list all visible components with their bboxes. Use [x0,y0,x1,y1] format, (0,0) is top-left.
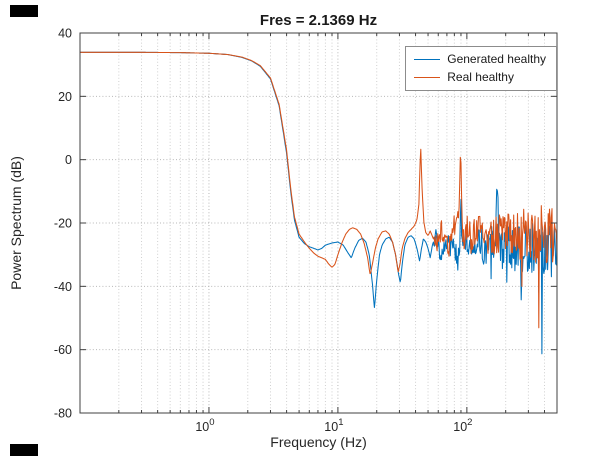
x-tick-label: 100 [195,417,214,434]
x-tick-label: 102 [453,417,472,434]
grid [80,33,557,413]
series-line-generated-healthy [80,51,557,355]
y-tick-label: 0 [65,153,72,167]
x-axis-label: Frequency (Hz) [270,434,367,450]
x-tick-label: 101 [324,417,343,434]
legend: Generated healthy Real healthy [405,46,557,91]
chart-title: Fres = 2.1369 Hz [259,12,378,29]
y-tick-label: 40 [58,27,72,41]
y-tick-label: -20 [54,217,72,231]
tick-labels: 40 20 0 -20 -40 -60 -80 100 101 102 [54,27,473,435]
y-tick-label: 20 [58,90,72,104]
legend-label-generated: Generated healthy [447,52,546,66]
y-axis-label: Power Spectrum (dB) [8,156,24,290]
y-tick-label: -40 [54,280,72,294]
legend-line-sample-real [414,76,441,78]
axes-box [79,32,558,414]
legend-item-generated-healthy: Generated healthy [414,52,546,66]
legend-item-real-healthy: Real healthy [414,70,546,84]
series-lines [80,51,557,355]
redaction-mark-bottom-left [10,444,38,456]
redaction-mark-top-left [10,5,38,17]
legend-line-sample-generated [414,58,441,60]
series-line-real-healthy [80,51,557,329]
y-tick-label: -60 [54,343,72,357]
y-tick-label: -80 [54,407,72,421]
legend-label-real: Real healthy [447,70,514,84]
